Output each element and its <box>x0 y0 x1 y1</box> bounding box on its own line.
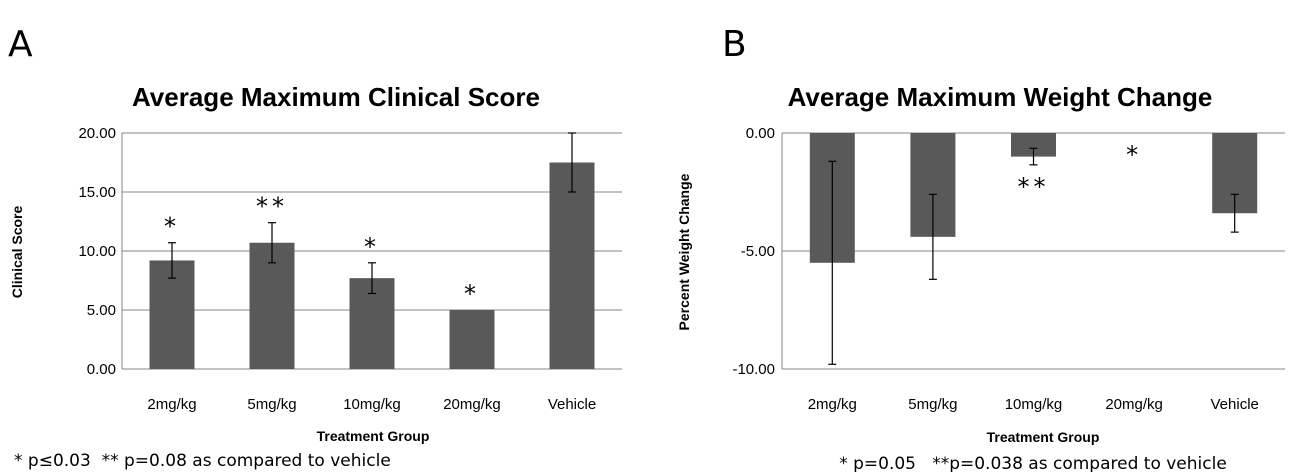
x-tick-label: 20mg/kg <box>1105 396 1163 413</box>
significance-marker: ** <box>256 193 288 221</box>
footnote-b: * p=0.05 **p=0.038 as compared to vehicl… <box>839 454 1227 472</box>
significance-marker: * <box>164 213 180 241</box>
significance-marker: ** <box>1018 173 1050 201</box>
y-axis-title-a: Clinical Score <box>9 205 25 298</box>
x-tick-label: 20mg/kg <box>443 396 501 413</box>
x-tick-label: Vehicle <box>548 396 596 413</box>
y-tick-label: 0.00 <box>87 361 116 378</box>
plot-area-b: -10.00 -5.00 0.00 2mg/kg 5mg/kg 10mg/kg ** 20mg… <box>732 125 1285 413</box>
y-tick-label: -5.00 <box>741 243 775 260</box>
chart-title-a: Average Maximum Clinical Score <box>132 82 540 112</box>
footnote-a: * p≤0.03 ** p=0.08 as compared to vehicl… <box>14 451 391 471</box>
y-tick-label: 10.00 <box>78 243 116 260</box>
x-tick-label: 2mg/kg <box>147 396 196 413</box>
panel-letter-a: A <box>8 24 33 65</box>
bar <box>249 242 295 369</box>
significance-marker: * <box>1126 141 1142 169</box>
x-axis-title-b: Treatment Group <box>987 429 1100 445</box>
panel-a: A Average Maximum Clinical Score 0.00 5.0… <box>8 24 622 471</box>
y-tick-label: -10.00 <box>732 361 775 378</box>
x-tick-label: Vehicle <box>1211 396 1259 413</box>
bar <box>1011 133 1056 157</box>
bar <box>549 162 595 369</box>
plot-area-a: 0.005.0010.0015.0020.002mg/kg*5mg/kg**10… <box>78 125 622 413</box>
x-tick-label: 5mg/kg <box>247 396 296 413</box>
y-axis-title-b: Percent Weight Change <box>676 173 692 330</box>
x-tick-label: 10mg/kg <box>343 396 401 413</box>
significance-marker: * <box>364 233 380 261</box>
x-tick-label: 2mg/kg <box>808 396 857 413</box>
panel-letter-b: B <box>722 24 747 65</box>
x-tick-label: 5mg/kg <box>908 396 957 413</box>
x-tick-label: 10mg/kg <box>1005 396 1063 413</box>
significance-marker: * <box>464 280 480 308</box>
y-tick-label: 20.00 <box>78 125 116 142</box>
y-tick-label: 15.00 <box>78 184 116 201</box>
bar <box>449 310 495 369</box>
y-tick-label: 0.00 <box>746 125 775 142</box>
chart-title-b: Average Maximum Weight Change <box>788 82 1213 112</box>
panel-b: B Average Maximum Weight Change -10.00 -5… <box>676 24 1285 472</box>
x-axis-title-a: Treatment Group <box>317 428 430 444</box>
y-tick-label: 5.00 <box>87 302 116 319</box>
